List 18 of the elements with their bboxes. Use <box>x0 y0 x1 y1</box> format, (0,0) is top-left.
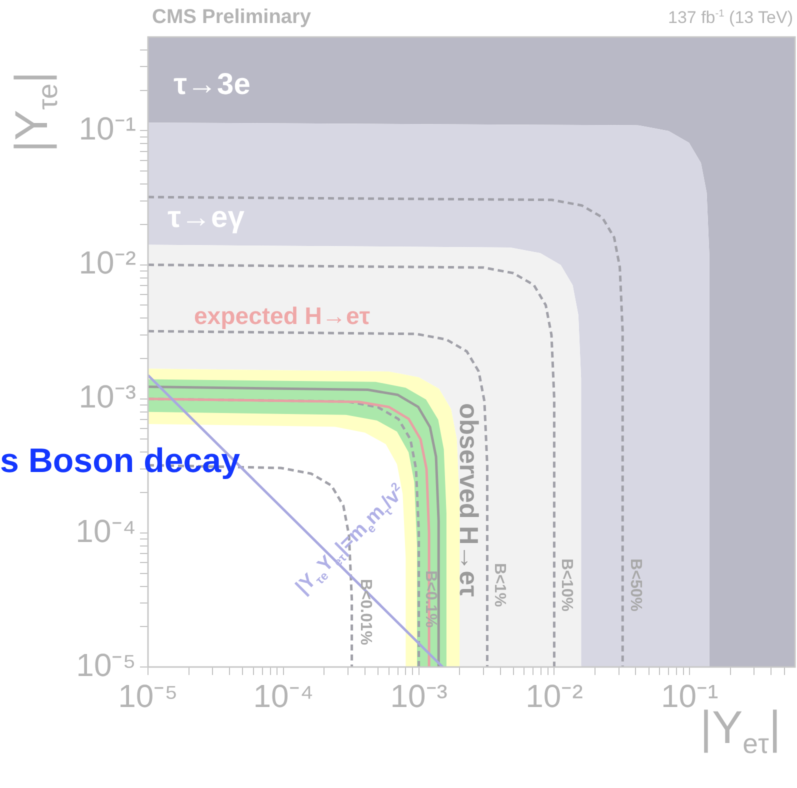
text: B<50% <box>626 558 644 612</box>
chart-subtitle: 137 fb$^{-1}$ (13 TeV) <box>668 8 793 28</box>
annotation: s Boson decay <box>0 442 240 481</box>
y-tick-label: 10⁻¹ <box>78 110 136 147</box>
series-label: τ→3e <box>174 68 250 101</box>
text: B<10% <box>558 558 576 612</box>
text: B<0.01% <box>356 578 374 646</box>
y-tick-label: 10⁻⁴ <box>76 512 136 549</box>
chart-title: CMS Preliminary <box>152 6 311 29</box>
x-tick-label: 10⁻² <box>526 678 584 714</box>
text: expected H→eτ <box>194 302 370 330</box>
text: B<1% <box>491 562 508 608</box>
y-tick-label: 10⁻³ <box>78 378 136 415</box>
y-tick-label: 10⁻² <box>78 244 136 281</box>
text: observed H→eτ <box>454 403 484 597</box>
x-tick-label: 10⁻⁴ <box>253 678 314 714</box>
text: B<0.1% <box>422 570 439 628</box>
x-tick-label: 10⁻³ <box>390 678 448 714</box>
